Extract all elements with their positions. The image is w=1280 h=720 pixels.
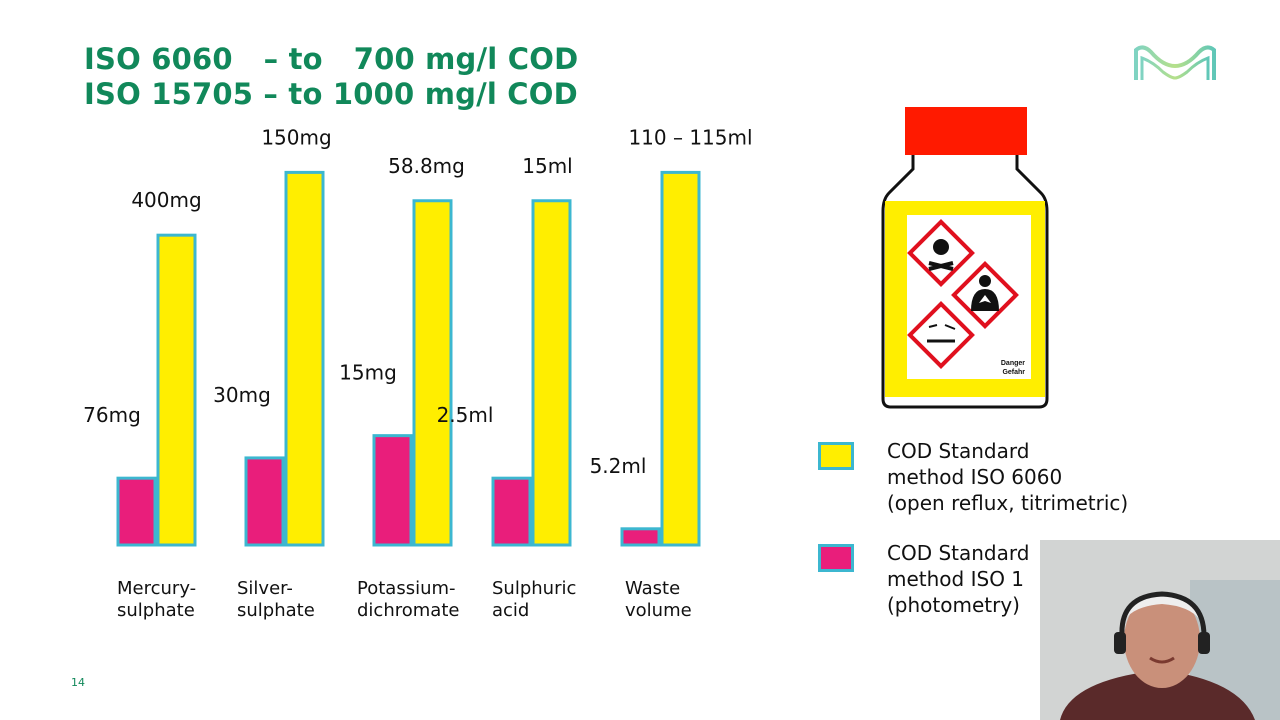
skull-pictogram (907, 219, 975, 287)
title-line-1: ISO 6060 – to 700 mg/l COD (84, 42, 579, 76)
bar-iso6060-1 (284, 170, 325, 547)
category-label-4: Waste volume (625, 578, 692, 621)
value-label-iso15705-0: 76mg (83, 403, 141, 427)
bar-iso6060-4 (660, 170, 701, 547)
cod-bar-chart: 76mg 400mg Mercury-sulphate 30mg 150mg Silver… (83, 125, 752, 621)
value-label-iso6060-1: 150mg (261, 125, 331, 149)
bar-iso15705-3 (491, 476, 532, 547)
bottle-cap (905, 107, 1027, 155)
legend-swatch-yellow (818, 442, 854, 470)
bar-iso15705-4 (620, 527, 661, 547)
corrosion-pictogram (907, 301, 975, 369)
health-hazard-pictogram (951, 261, 1019, 329)
value-label-iso15705-2: 15mg (339, 361, 397, 385)
danger-label: Danger (1001, 360, 1025, 367)
slide-title: ISO 6060 – to 700 mg/l COD ISO 15705 – t… (84, 42, 578, 112)
value-label-iso6060-4: 110 – 115ml (628, 125, 752, 149)
category-label-1: Silver-sulphate (237, 578, 315, 621)
category-label-2: Potassium-dichromate (357, 578, 459, 621)
bar-iso15705-0 (116, 476, 157, 547)
value-label-iso15705-1: 30mg (213, 383, 271, 407)
reagent-bottle-illustration: Danger Gefahr (881, 107, 1049, 409)
brand-logo (1134, 45, 1216, 80)
bar-iso6060-3 (531, 199, 572, 547)
value-label-iso6060-2: 58.8mg (388, 154, 465, 178)
category-label-0: Mercury-sulphate (117, 578, 196, 621)
presenter-image (1040, 540, 1280, 720)
presenter-webcam (1040, 540, 1280, 720)
legend-label-iso15705: COD Standard method ISO 1 (photometry) (887, 541, 1030, 617)
bar-iso6060-0 (156, 233, 197, 547)
gefahr-label: Gefahr (1002, 369, 1025, 376)
bar-iso6060-2 (412, 199, 453, 547)
value-label-iso15705-3: 2.5ml (437, 403, 494, 427)
legend-swatch-magenta (818, 544, 854, 572)
slide-number: 14 (71, 676, 85, 689)
value-label-iso6060-0: 400mg (131, 188, 201, 212)
bar-iso15705-2 (372, 434, 413, 547)
category-label-3: Sulphuric acid (492, 578, 576, 621)
value-label-iso15705-4: 5.2ml (590, 454, 647, 478)
value-label-iso6060-3: 15ml (522, 154, 573, 178)
legend-label-iso6060: COD Standard method ISO 6060 (open reflu… (887, 439, 1129, 515)
bar-iso15705-1 (244, 456, 285, 547)
title-line-2: ISO 15705 – to 1000 mg/l COD (84, 77, 578, 111)
